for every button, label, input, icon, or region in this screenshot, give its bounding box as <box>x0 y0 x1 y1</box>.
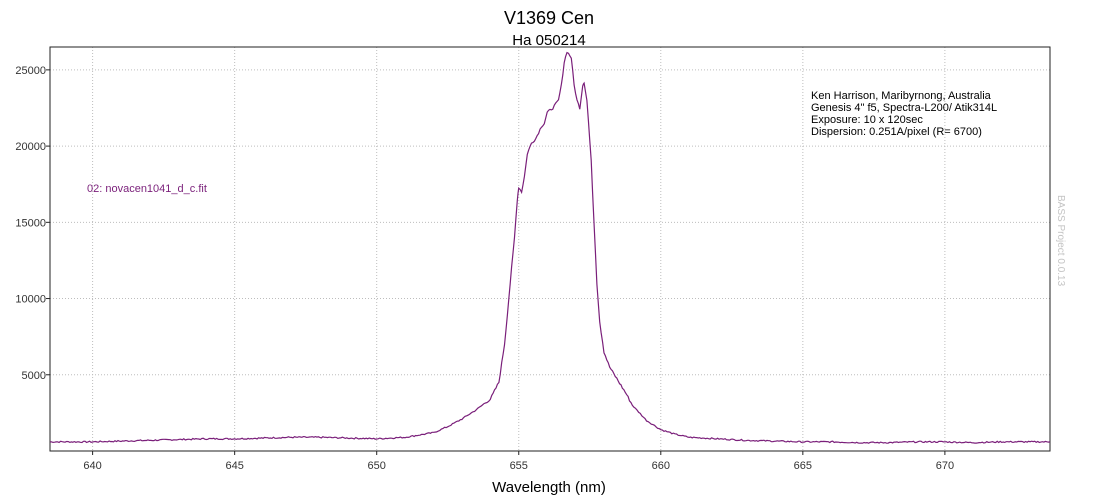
x-axis-ticks: 640 645 650 655 660 665 670 <box>83 451 954 472</box>
x-tick-label: 660 <box>652 460 670 472</box>
series-line <box>49 51 1051 444</box>
annotation-exposure: Exposure: 10 x 120sec <box>811 114 923 126</box>
x-axis-label: Wavelength (nm) <box>492 479 606 496</box>
annotation-equipment: Genesis 4" f5, Spectra-L200/ Atik314L <box>811 102 997 114</box>
plot-area-frame <box>49 46 1051 452</box>
x-tick-label: 645 <box>225 460 243 472</box>
annotation-observer: Ken Harrison, Maribyrnong, Australia <box>811 90 992 102</box>
x-tick-label: 665 <box>794 460 812 472</box>
x-tick-label: 655 <box>510 460 528 472</box>
y-tick-label: 20000 <box>15 141 46 153</box>
software-watermark: BASS Project 0.0.13 <box>1055 195 1066 287</box>
x-tick-label: 640 <box>83 460 101 472</box>
y-tick-label: 15000 <box>15 217 46 229</box>
y-tick-label: 5000 <box>22 370 46 382</box>
x-tick-label: 650 <box>368 460 386 472</box>
legend-series-label: 02: novacen1041_d_c.fit <box>87 183 207 195</box>
y-axis-ticks: 5000 10000 15000 20000 25000 <box>15 65 50 382</box>
grid <box>50 47 1050 451</box>
y-tick-label: 25000 <box>15 65 46 77</box>
annotation-dispersion: Dispersion: 0.251A/pixel (R= 6700) <box>811 126 982 138</box>
x-tick-label: 670 <box>936 460 954 472</box>
chart-subtitle: Ha 050214 <box>512 32 585 49</box>
y-tick-label: 10000 <box>15 294 46 306</box>
chart-title: V1369 Cen <box>504 8 594 28</box>
